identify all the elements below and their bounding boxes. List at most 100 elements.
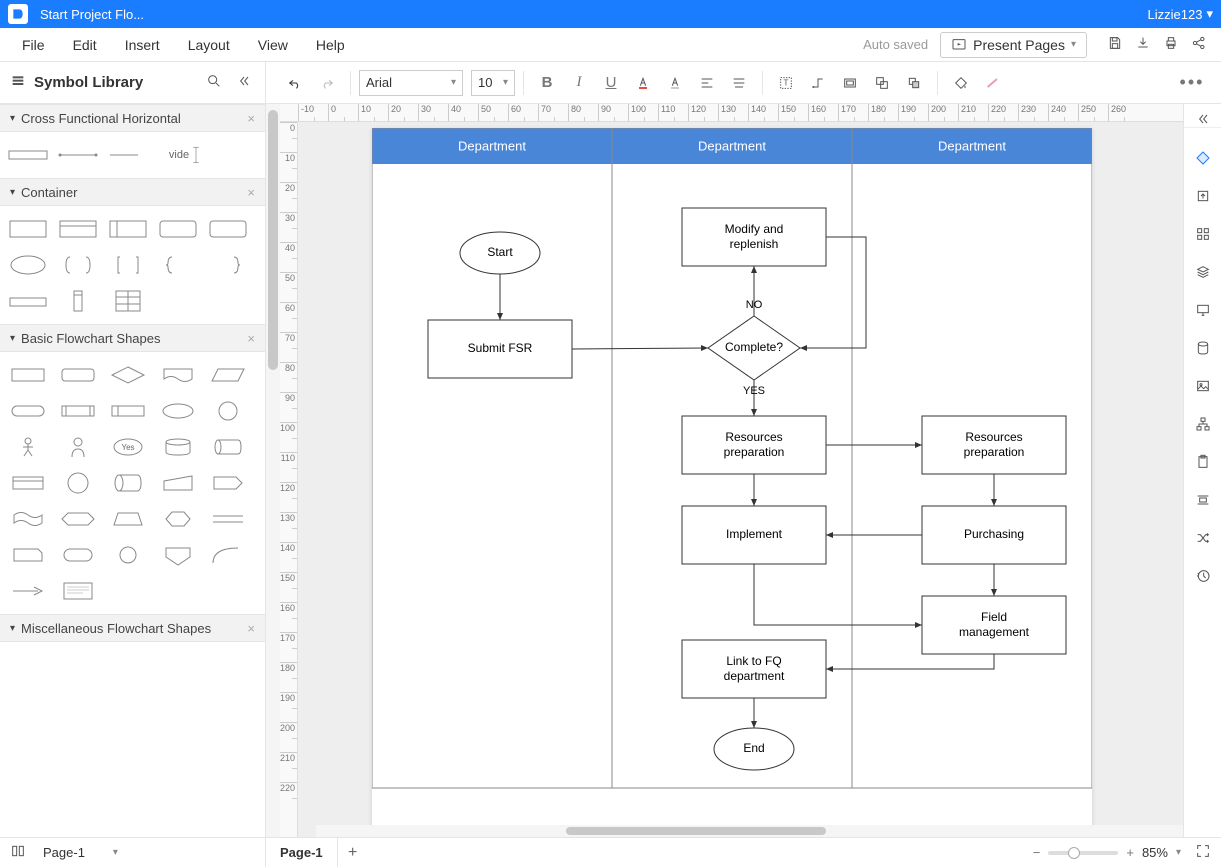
container-button[interactable]	[835, 68, 865, 98]
node-implement[interactable]: Implement	[682, 506, 826, 564]
menu-insert[interactable]: Insert	[111, 31, 174, 59]
shape-ellipse-cont[interactable]	[6, 250, 50, 280]
shape-yes[interactable]: Yes	[106, 432, 150, 462]
shape-process[interactable]	[6, 360, 50, 390]
share-button[interactable]	[1185, 35, 1213, 54]
save-button[interactable]	[1101, 35, 1129, 54]
shape-vide[interactable]: vide	[156, 140, 216, 170]
node-end[interactable]: End	[714, 728, 794, 770]
shape-note[interactable]	[56, 576, 100, 606]
shape-separator[interactable]	[56, 140, 100, 170]
zoom-value[interactable]: 85%	[1142, 845, 1168, 860]
shape-container-5[interactable]	[206, 214, 250, 244]
align-horizontal-button[interactable]	[692, 68, 722, 98]
redo-button[interactable]	[312, 68, 342, 98]
text-tool-button[interactable]: T	[771, 68, 801, 98]
shape-actor[interactable]	[6, 432, 50, 462]
shape-phase[interactable]	[106, 140, 150, 170]
undo-button[interactable]	[280, 68, 310, 98]
shape-card[interactable]	[6, 468, 50, 498]
download-button[interactable]	[1129, 35, 1157, 54]
page-tab[interactable]: Page-1	[266, 838, 338, 867]
shape-database[interactable]	[156, 432, 200, 462]
scrollbar-thumb[interactable]	[566, 827, 826, 835]
shape-container-1[interactable]	[6, 214, 50, 244]
shape-bracket-2[interactable]	[106, 250, 150, 280]
rail-clipboard-button[interactable]	[1189, 448, 1217, 476]
sidebar-scrollbar[interactable]	[266, 104, 280, 837]
rail-history-button[interactable]	[1189, 562, 1217, 590]
shape-circle2[interactable]	[56, 468, 100, 498]
shape-circle[interactable]	[206, 396, 250, 426]
shape-manual-input[interactable]	[156, 468, 200, 498]
connector-button[interactable]	[803, 68, 833, 98]
close-icon[interactable]: ×	[247, 111, 255, 126]
add-page-button[interactable]: +	[338, 844, 368, 862]
font-family-select[interactable]: Arial▾	[359, 70, 463, 96]
node-link[interactable]: Link to FQdepartment	[682, 640, 826, 698]
font-color-button[interactable]	[628, 68, 658, 98]
page[interactable]: DepartmentDepartmentDepartmentStartSubmi…	[372, 128, 1092, 828]
library-collapse-button[interactable]	[233, 73, 255, 92]
node-purchasing[interactable]: Purchasing	[922, 506, 1066, 564]
rail-theme-button[interactable]	[1189, 144, 1217, 172]
shape-swimlane[interactable]	[6, 140, 50, 170]
node-complete[interactable]: Complete?	[708, 316, 800, 380]
present-pages-button[interactable]: Present Pages ▾	[940, 32, 1087, 58]
close-icon[interactable]: ×	[247, 621, 255, 636]
section-container[interactable]: ▾Container×	[0, 178, 265, 206]
shape-roundrect2[interactable]	[56, 540, 100, 570]
rail-apps-button[interactable]	[1189, 220, 1217, 248]
bold-button[interactable]: B	[532, 68, 562, 98]
shape-drum[interactable]	[106, 468, 150, 498]
rail-present-button[interactable]	[1189, 296, 1217, 324]
page-select[interactable]: Page-1▾	[36, 842, 125, 863]
shape-cylinder-h[interactable]	[206, 432, 250, 462]
rightrail-collapse[interactable]	[1184, 110, 1221, 128]
shape-data[interactable]	[206, 360, 250, 390]
zoom-in-button[interactable]: +	[1126, 845, 1134, 860]
zoom-out-button[interactable]: −	[1033, 845, 1041, 860]
menu-edit[interactable]: Edit	[59, 31, 111, 59]
highlight-button[interactable]	[660, 68, 690, 98]
rail-image-button[interactable]	[1189, 372, 1217, 400]
menu-file[interactable]: File	[8, 31, 59, 59]
node-modify[interactable]: Modify andreplenish	[682, 208, 826, 266]
node-start[interactable]: Start	[460, 232, 540, 274]
shape-wave[interactable]	[6, 504, 50, 534]
shape-ellipse2[interactable]	[156, 396, 200, 426]
shape-doublelines[interactable]	[206, 504, 250, 534]
arrange-button[interactable]	[899, 68, 929, 98]
node-submit[interactable]: Submit FSR	[428, 320, 572, 378]
shape-brace-2[interactable]	[206, 250, 250, 280]
more-button[interactable]: •••	[1177, 68, 1207, 98]
line-style-button[interactable]	[978, 68, 1008, 98]
shape-process-round[interactable]	[56, 360, 100, 390]
shape-arc[interactable]	[206, 540, 250, 570]
menu-layout[interactable]: Layout	[174, 31, 244, 59]
shape-tag[interactable]	[206, 468, 250, 498]
rail-layers-button[interactable]	[1189, 258, 1217, 286]
shape-circle3[interactable]	[106, 540, 150, 570]
node-field[interactable]: Fieldmanagement	[922, 596, 1066, 654]
italic-button[interactable]: I	[564, 68, 594, 98]
shape-document[interactable]	[156, 360, 200, 390]
section-misc-flowchart[interactable]: ▾Miscellaneous Flowchart Shapes×	[0, 614, 265, 642]
shape-shield[interactable]	[156, 540, 200, 570]
shape-brace-1[interactable]	[156, 250, 200, 280]
rail-align-button[interactable]	[1189, 486, 1217, 514]
group-button[interactable]	[867, 68, 897, 98]
scrollbar-thumb[interactable]	[268, 110, 278, 370]
close-icon[interactable]: ×	[247, 185, 255, 200]
align-vertical-button[interactable]	[724, 68, 754, 98]
zoom-slider[interactable]	[1048, 851, 1118, 855]
menu-view[interactable]: View	[244, 31, 302, 59]
canvas[interactable]: DepartmentDepartmentDepartmentStartSubmi…	[298, 122, 1183, 837]
canvas-h-scrollbar[interactable]	[316, 825, 1183, 837]
shape-trapezoid[interactable]	[106, 504, 150, 534]
section-cross-functional[interactable]: ▾Cross Functional Horizontal×	[0, 104, 265, 132]
shape-bar-cont[interactable]	[6, 286, 50, 316]
shape-grid-cont[interactable]	[106, 286, 150, 316]
library-search-button[interactable]	[203, 73, 225, 92]
shape-container-3[interactable]	[106, 214, 150, 244]
